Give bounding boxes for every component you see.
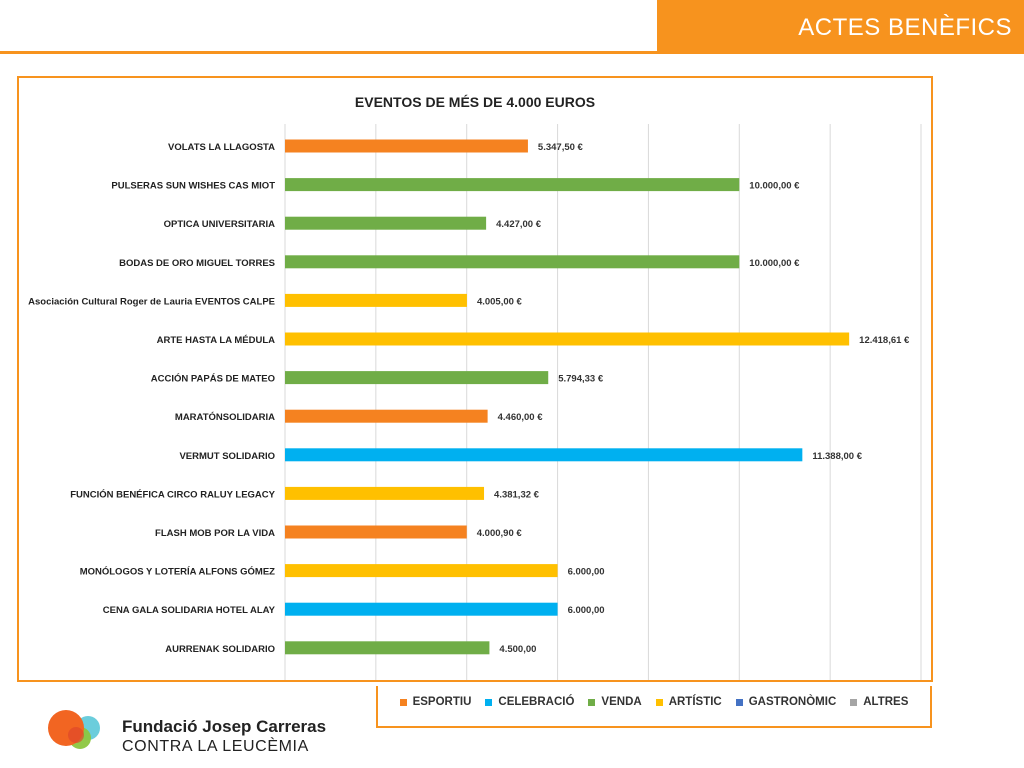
bar [285,255,740,269]
bar [285,178,740,192]
organization-subtitle: CONTRA LA LEUCÈMIA [122,738,309,755]
legend-swatch [850,698,858,706]
bar-value-label: 10.000,00 € [749,181,800,192]
legend-item: GASTRONÒMIC [735,696,837,708]
bar-category-label: AURRENAK SOLIDARIO [165,644,275,655]
bar [285,486,485,500]
bar [285,641,490,655]
bar-chart: VOLATS LA LLAGOSTA 5.347,50 € PULSERAS SUN… [28,124,922,680]
bar-category-label: VERMUT SOLIDARIO [179,451,275,462]
bar [285,564,558,578]
bar-value-label: 6.000,00 [568,605,605,616]
legend-item: ESPORTIU [399,696,472,708]
bar [285,602,558,616]
header-divider-line [0,51,660,54]
bar-category-label: VOLATS LA LLAGOSTA [168,142,275,153]
organization-name: Fundació Josep Carreras [122,717,327,736]
legend-item: ALTRES [850,696,908,708]
legend-item: ARTÍSTIC [655,696,722,708]
legend-label: CELEBRACIÓ [498,696,575,708]
bar-category-label: FUNCIÓN BENÉFICA CIRCO RALUY LEGACY [70,488,275,500]
bar [285,371,549,385]
legend-label: ALTRES [863,696,909,708]
bar [285,448,803,462]
bar-category-label: FLASH MOB POR LA VIDA [155,528,275,539]
chart-title: EVENTOS DE MÉS DE 4.000 EUROS [354,94,596,110]
legend-item: VENDA [588,696,642,708]
bar-category-label: ARTE HASTA LA MÉDULA [157,335,276,346]
bar-value-label: 12.418,61 € [859,335,910,346]
bar-category-label: OPTICA UNIVERSITARIA [164,219,276,230]
legend-label: ESPORTIU [412,696,472,708]
chart-frame: EVENTOS DE MÉS DE 4.000 EUROS VOLATS LA … [17,76,933,682]
legend-swatch [655,698,663,706]
bar-category-label: MARATÓNSOLIDARIA [175,411,275,423]
bar-value-label: 4.381,32 € [494,489,540,500]
bar-value-label: 4.427,00 € [496,219,542,230]
bar-value-label: 10.000,00 € [749,258,800,269]
bar [285,332,850,346]
legend-swatch [588,698,596,706]
chart-legend: ESPORTIU CELEBRACIÓ VENDA ARTÍSTIC GASTRONÒM… [378,696,930,708]
legend-item: CELEBRACIÓ [485,696,574,708]
header-banner: ACTES BENÈFICS [657,0,1024,54]
bar [285,216,487,230]
bar [285,525,467,539]
bar-value-label: 6.000,00 [568,567,605,578]
bar-category-label: PULSERAS SUN WISHES CAS MIOT [111,181,275,192]
bar [285,139,528,153]
legend-frame: ESPORTIU CELEBRACIÓ VENDA ARTÍSTIC GASTRONÒM… [376,686,932,728]
bar-category-label: CENA GALA SOLIDARIA HOTEL ALAY [103,605,276,616]
bar-value-label: 11.388,00 € [812,451,862,462]
bar [285,409,488,423]
bar-category-label: Asociación Cultural Roger de Lauria EVEN… [28,296,275,307]
legend-label: GASTRONÒMIC [748,696,837,708]
bar-value-label: 4.000,90 € [477,528,523,539]
fundacio-logo-icon [48,710,100,749]
legend-swatch [735,698,743,706]
bar-value-label: 4.005,00 € [477,296,523,307]
page-title: ACTES BENÈFICS [798,14,1012,41]
bar-value-label: 4.460,00 € [498,412,544,423]
bar-value-label: 5.347,50 € [538,142,584,153]
legend-label: ARTÍSTIC [668,696,722,708]
bar-value-label: 4.500,00 [499,644,536,655]
legend-swatch [399,698,407,706]
legend-label: VENDA [601,696,642,708]
bar-category-label: BODAS DE ORO MIGUEL TORRES [119,258,275,269]
bar-category-label: MONÓLOGOS Y LOTERÍA ALFONS GÓMEZ [80,566,275,578]
bar [285,293,467,307]
legend-swatch [485,698,493,706]
bar-category-label: ACCIÓN PAPÁS DE MATEO [151,373,275,385]
bar-value-label: 5.794,33 € [558,374,604,385]
